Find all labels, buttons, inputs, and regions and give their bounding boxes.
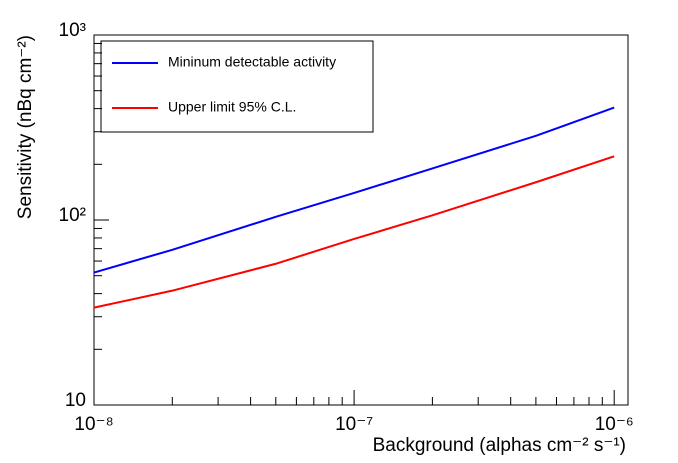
series-line: [93, 106, 615, 274]
series-line: [93, 155, 615, 309]
y-tick-label: 10: [65, 390, 86, 411]
y-tick-label: 10³: [59, 20, 86, 41]
y-axis-title: Sensitivity (nBq cm⁻²): [15, 35, 36, 219]
x-tick-label: 10⁻⁶: [595, 414, 634, 435]
x-axis-title: Background (alphas cm⁻² s⁻¹): [373, 435, 626, 456]
y-tick-label: 10²: [59, 205, 86, 226]
legend-box: [100, 40, 374, 133]
x-tick-label: 10⁻⁷: [335, 414, 373, 435]
legend-label: Upper limit 95% C.L.: [168, 99, 296, 115]
x-tick-label: 10⁻⁸: [74, 414, 113, 435]
legend-label: Mininum detectable activity: [168, 54, 336, 70]
